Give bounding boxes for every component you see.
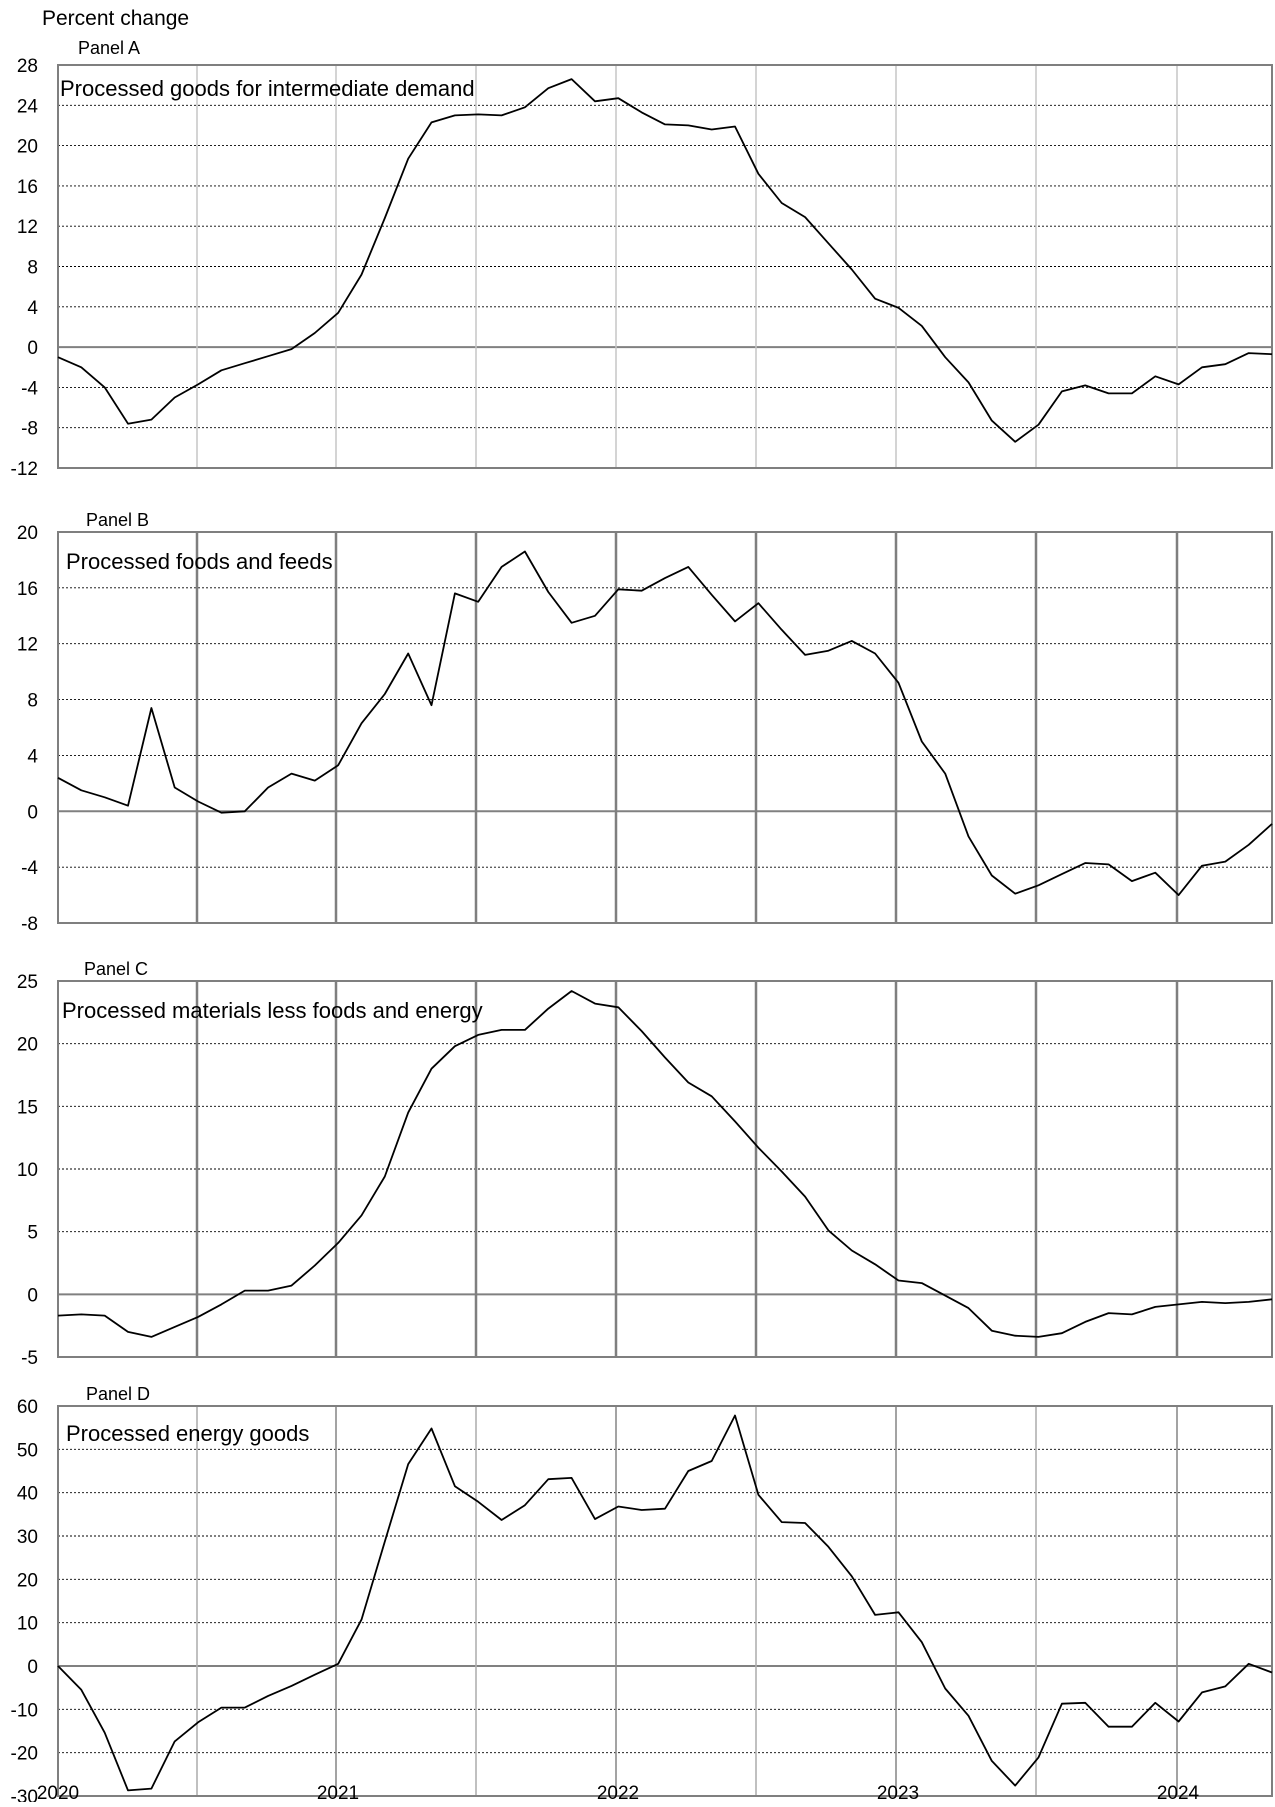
y-tick-label: 10 xyxy=(17,1614,38,1635)
panel-label: Panel A xyxy=(78,38,140,58)
panel-label: Panel D xyxy=(86,1384,150,1404)
y-tick-label: -4 xyxy=(21,378,38,399)
y-tick-label: 40 xyxy=(17,1484,38,1505)
y-tick-label: 0 xyxy=(27,1657,38,1678)
series-line xyxy=(57,550,1273,896)
y-tick-label: -10 xyxy=(11,1700,38,1721)
y-axis-label: Percent change xyxy=(42,7,189,30)
y-tick-label: 50 xyxy=(17,1440,38,1461)
y-tick-label: 20 xyxy=(17,1570,38,1591)
x-tick-label: 2020 xyxy=(37,1783,79,1802)
y-tick-label: 0 xyxy=(27,802,38,823)
series-line xyxy=(57,990,1273,1338)
x-tick-label: 2024 xyxy=(1157,1783,1200,1802)
panel-label: Panel C xyxy=(84,959,148,979)
x-tick-label: 2022 xyxy=(597,1783,639,1802)
y-tick-label: 8 xyxy=(27,258,38,279)
y-tick-label: 12 xyxy=(17,635,38,656)
y-tick-label: 20 xyxy=(17,137,38,158)
y-tick-label: -8 xyxy=(21,419,38,440)
y-tick-label: 20 xyxy=(17,1035,38,1056)
y-tick-label: -5 xyxy=(21,1348,38,1369)
y-tick-label: 8 xyxy=(27,691,38,712)
y-tick-label: 20 xyxy=(17,523,38,544)
plot-frame xyxy=(57,1405,1273,1797)
chart-title: Processed goods for intermediate demand xyxy=(60,76,475,101)
x-tick-label: 2023 xyxy=(877,1783,919,1802)
y-tick-label: 16 xyxy=(17,177,38,198)
y-tick-label: 16 xyxy=(17,579,38,600)
y-tick-label: -12 xyxy=(11,459,38,480)
y-tick-label: 28 xyxy=(17,56,38,77)
y-tick-label: -8 xyxy=(21,914,38,935)
y-tick-label: -20 xyxy=(11,1744,38,1765)
y-tick-label: 25 xyxy=(17,972,38,993)
y-tick-label: 0 xyxy=(27,338,38,359)
y-tick-label: 4 xyxy=(27,746,38,767)
y-tick-label: 0 xyxy=(27,1285,38,1306)
y-tick-label: 5 xyxy=(27,1223,38,1244)
x-tick-label: 2021 xyxy=(317,1783,359,1802)
series-line xyxy=(57,1414,1273,1792)
y-tick-label: -30 xyxy=(11,1787,38,1802)
y-tick-label: -4 xyxy=(21,858,38,879)
chart-title: Processed materials less foods and energ… xyxy=(62,998,483,1023)
plot-frame xyxy=(57,64,1273,469)
chart-title: Processed foods and feeds xyxy=(66,549,333,574)
y-tick-label: 12 xyxy=(17,217,38,238)
y-tick-label: 60 xyxy=(17,1397,38,1418)
series-line xyxy=(57,78,1273,443)
plot-frame xyxy=(57,980,1273,1358)
y-tick-label: 10 xyxy=(17,1160,38,1181)
y-tick-label: 30 xyxy=(17,1527,38,1548)
y-tick-label: 4 xyxy=(27,298,38,319)
chart-title: Processed energy goods xyxy=(66,1421,309,1446)
plot-frame xyxy=(57,531,1273,924)
y-tick-label: 15 xyxy=(17,1097,38,1118)
panel-label: Panel B xyxy=(86,510,149,530)
y-tick-label: 24 xyxy=(17,96,39,117)
